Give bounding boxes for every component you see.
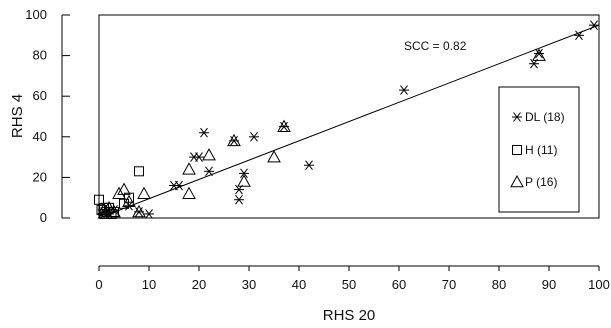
data-point-star — [534, 48, 544, 59]
data-point-triangle — [227, 133, 241, 147]
y-tick-label: 80 — [33, 48, 47, 63]
x-axis-label: RHS 20 — [323, 307, 376, 324]
x-axis: 0 10 20 30 40 50 60 70 80 90 100 — [95, 265, 610, 292]
x-tick-label: 80 — [492, 277, 506, 292]
data-marks — [94, 20, 599, 219]
star-stroke — [535, 48, 543, 59]
data-point-square — [134, 166, 144, 177]
star-stroke — [235, 194, 243, 205]
star-stroke — [305, 160, 313, 171]
star-stroke — [200, 127, 208, 138]
star-stroke — [280, 121, 288, 132]
data-point-triangle — [182, 162, 196, 175]
legend-label: P (16) — [525, 175, 557, 189]
y-axis-label: RHS 4 — [9, 94, 26, 138]
y-tick-label: 0 — [40, 210, 47, 225]
y-tick-label: 60 — [33, 88, 47, 103]
y-axis: 0 20 40 60 80 100 — [25, 7, 70, 225]
x-tick-label: 40 — [292, 277, 306, 292]
y-tick-label: 100 — [25, 7, 47, 22]
star-stroke — [135, 207, 143, 217]
x-tick-label: 50 — [342, 277, 356, 292]
data-point-triangle — [122, 194, 136, 208]
x-tick-label: 100 — [588, 277, 610, 292]
star-stroke — [205, 166, 213, 177]
data-point-triangle — [137, 186, 151, 199]
y-tick-label: 20 — [33, 169, 47, 184]
x-tick-label: 20 — [192, 277, 206, 292]
plot-area — [98, 14, 600, 219]
data-point-triangle — [107, 204, 121, 218]
y-tick-label: 40 — [33, 129, 47, 144]
star-stroke — [513, 112, 521, 122]
data-point-triangle — [97, 202, 111, 216]
legend-marker-triangle — [510, 174, 524, 188]
data-point-star — [589, 20, 599, 30]
data-point-triangle — [277, 119, 291, 132]
x-tick-label: 0 — [95, 277, 102, 292]
x-tick-label: 10 — [142, 277, 156, 292]
data-point-triangle — [117, 182, 131, 195]
data-point-triangle — [132, 204, 146, 218]
data-point-star — [194, 152, 204, 162]
data-point-star — [399, 85, 409, 95]
data-point-star — [199, 127, 209, 138]
x-tick-label: 90 — [542, 277, 556, 292]
data-point-star — [234, 194, 244, 205]
star-stroke — [590, 20, 598, 30]
data-point-star — [144, 209, 154, 219]
legend-label: H (11) — [525, 143, 557, 157]
star-stroke — [240, 168, 248, 179]
star-stroke — [175, 180, 183, 191]
star-stroke — [400, 85, 408, 95]
data-point-triangle — [532, 48, 546, 61]
data-point-star — [304, 160, 314, 171]
data-point-triangle — [182, 186, 196, 199]
data-point-triangle — [267, 150, 281, 163]
x-tick-label: 30 — [242, 277, 256, 292]
x-tick-label: 60 — [392, 277, 406, 292]
legend-marker-star — [512, 112, 522, 122]
star-stroke — [195, 152, 203, 162]
data-point-star — [204, 166, 214, 177]
scc-annotation: SCC = 0.82 — [404, 39, 467, 53]
x-tick-label: 70 — [442, 277, 456, 292]
legend: DL (18) H (11) P (16) — [510, 110, 565, 189]
star-stroke — [575, 30, 583, 41]
data-point-star — [574, 30, 584, 41]
legend-marker-square — [512, 145, 522, 155]
data-point-star — [249, 131, 259, 142]
data-point-triangle — [237, 174, 251, 187]
data-point-star — [174, 180, 184, 191]
star-stroke — [145, 209, 153, 219]
star-stroke — [230, 136, 238, 146]
legend-label: DL (18) — [525, 110, 565, 124]
data-point-triangle — [102, 200, 116, 214]
data-point-triangle — [202, 148, 216, 161]
data-point-star — [239, 168, 249, 179]
data-point-triangle — [112, 186, 126, 199]
star-stroke — [250, 131, 258, 142]
